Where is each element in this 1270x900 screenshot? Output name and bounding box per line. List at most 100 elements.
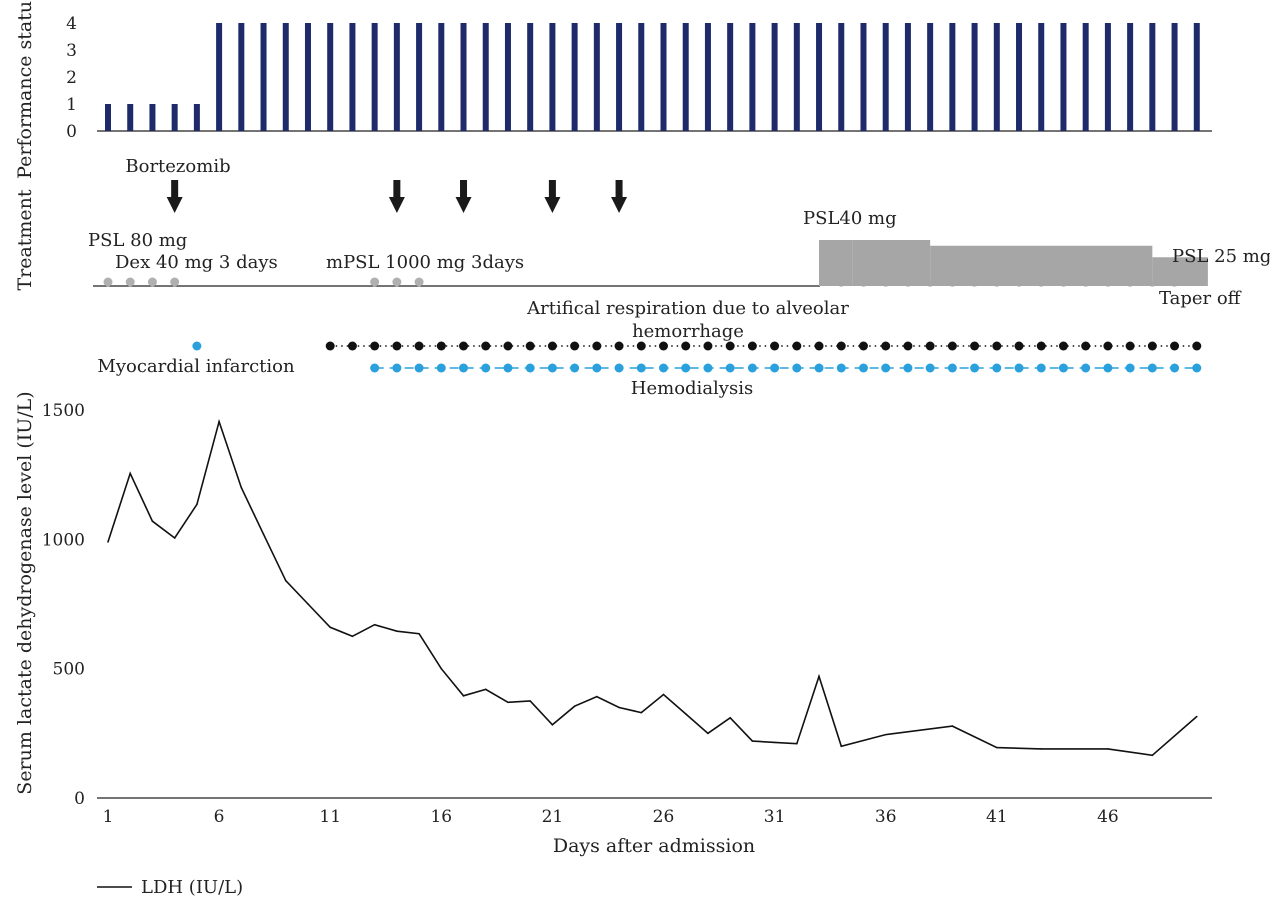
event-dot [792, 363, 802, 373]
ldh-panel: Serum lactate dehydrogenase level (IU/L)… [14, 391, 1212, 857]
ldh-data-point [951, 725, 954, 727]
performance-status-bar [638, 23, 645, 131]
event-dot [1036, 341, 1046, 351]
event-dot [1170, 363, 1180, 373]
ldh-data-point [373, 623, 376, 626]
event-dot [481, 341, 491, 351]
performance-status-bar [949, 23, 956, 131]
legend: LDH (IU/L) [97, 877, 243, 898]
ldh-data-point [773, 741, 776, 744]
event-dot [1170, 341, 1180, 351]
treatment-dose-dot [370, 277, 380, 287]
ldh-x-ticks: 1 6 11 16 21 26 31 36 41 46 [103, 807, 1119, 827]
ldh-data-point [729, 717, 731, 719]
event-dot [1014, 363, 1024, 373]
performance-status-bar [593, 23, 600, 131]
ldh-x-tick-label: 41 [986, 807, 1008, 827]
event-dot [970, 341, 980, 351]
event-dot [836, 341, 846, 351]
event-dot [1014, 341, 1024, 351]
event-dot [881, 363, 891, 373]
steroid-dose-block [1152, 257, 1208, 286]
performance-status-bar [193, 104, 200, 131]
event-dot [1192, 363, 1202, 373]
ldh-x-tick-label: 1 [103, 807, 114, 827]
ldh-data-point [462, 695, 465, 697]
treatment-arrow-shaft [171, 180, 179, 200]
psl-80-label: PSL 80 mg [88, 230, 187, 251]
event-dot [992, 363, 1002, 373]
performance-status-bar [660, 23, 667, 131]
ldh-data-point [173, 537, 176, 539]
performance-status-bar [416, 23, 423, 131]
ldh-x-tick-label: 31 [764, 807, 786, 827]
ldh-data-point [573, 705, 576, 707]
event-dot [703, 363, 713, 373]
ldh-data-point [707, 732, 709, 735]
ldh-data-point [551, 723, 554, 726]
event-dot [325, 341, 335, 351]
event-dot [592, 341, 602, 351]
respiration-label: Artifical respiration due to alveolar [526, 298, 849, 319]
ldh-data-point [307, 603, 309, 605]
performance-status-bar [816, 23, 823, 131]
steroid-dose-block [852, 240, 931, 286]
performance-status-axis-label: Performance status [14, 0, 36, 179]
treatment-arrow-head [544, 197, 561, 213]
treatment-panel: Treatment Bortezomib PSL 80 mg Dex 40 mg… [14, 156, 1270, 309]
event-lines [192, 341, 1202, 373]
performance-status-bar [482, 23, 489, 131]
event-dot [1081, 363, 1091, 373]
performance-status-bar [304, 23, 311, 131]
performance-status-tick-label: 1 [66, 95, 77, 115]
event-dot [436, 341, 446, 351]
event-dot [681, 363, 691, 373]
event-dot [503, 341, 513, 351]
ldh-x-tick-label: 6 [214, 807, 225, 827]
event-dot [925, 341, 935, 351]
dex-40-label: Dex 40 mg 3 days [115, 252, 278, 273]
ldh-x-tick-label: 46 [1097, 807, 1119, 827]
event-dot [614, 363, 624, 373]
legend-ldh-label: LDH (IU/L) [141, 877, 243, 898]
performance-status-panel: Performance status 0 1 2 3 4 [14, 0, 1212, 179]
ldh-series-points [107, 420, 1198, 757]
performance-status-bar [216, 23, 223, 131]
steroid-dose-blocks [819, 240, 1208, 286]
ldh-data-point [1040, 748, 1043, 750]
events-panel: Artifical respiration due to alveolar he… [97, 298, 1202, 399]
event-dot [370, 363, 380, 373]
performance-status-bar [860, 23, 867, 131]
event-dot [858, 363, 868, 373]
event-dot [459, 363, 469, 373]
ldh-y-ticks: 0 500 1000 1500 [42, 401, 85, 809]
performance-status-tick-label: 0 [66, 122, 77, 142]
steroid-dose-block [819, 240, 853, 286]
ldh-data-point [662, 693, 665, 696]
event-dot [947, 341, 957, 351]
performance-status-bar [1193, 23, 1200, 131]
ldh-data-point [329, 626, 332, 629]
event-dot [1192, 341, 1202, 351]
ldh-data-point [440, 667, 443, 670]
ldh-data-point [484, 688, 487, 691]
performance-status-bar [971, 23, 978, 131]
event-dot [1147, 341, 1157, 351]
event-dot [681, 341, 691, 351]
event-dot [1125, 341, 1135, 351]
event-dot [1125, 363, 1135, 373]
ldh-y-tick-label: 1000 [42, 530, 85, 550]
performance-status-bar [682, 23, 689, 131]
event-dot [814, 363, 824, 373]
performance-status-bar [1016, 23, 1023, 131]
performance-status-bar [1082, 23, 1089, 131]
event-dot [481, 363, 491, 373]
ldh-data-point [218, 420, 220, 423]
ldh-data-point [684, 713, 687, 715]
ldh-data-point [1195, 715, 1198, 718]
event-dot [570, 363, 580, 373]
ldh-data-point [884, 733, 887, 736]
ldh-data-point [818, 675, 820, 678]
event-dot [414, 363, 424, 373]
ldh-data-point [751, 740, 754, 742]
